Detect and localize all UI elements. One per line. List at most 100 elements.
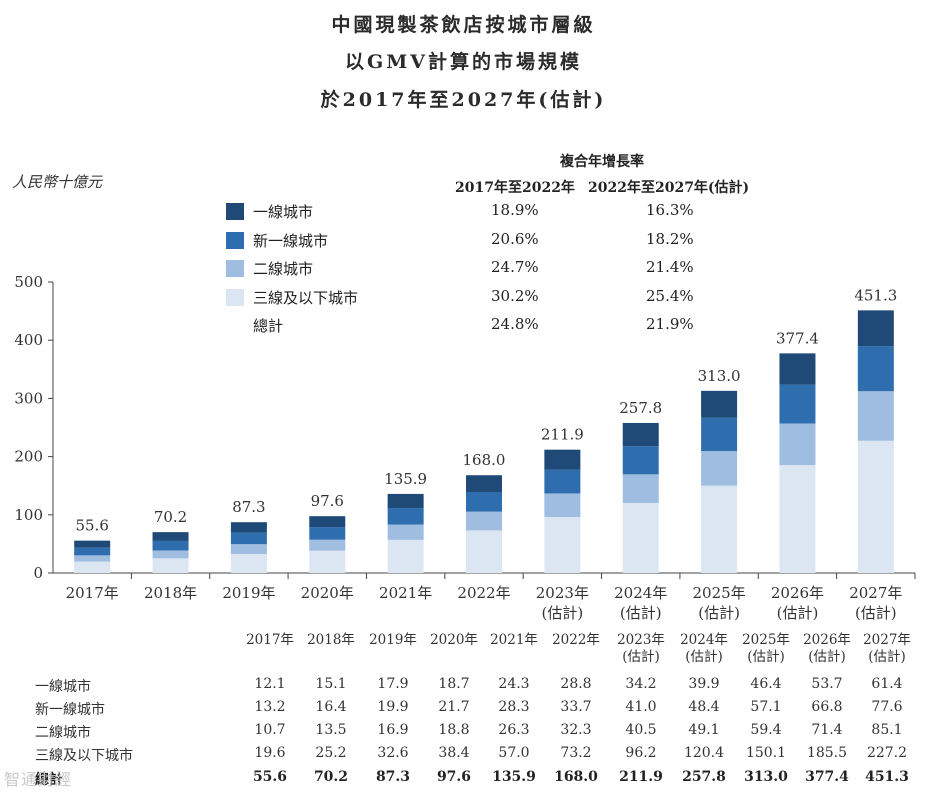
bar-segment bbox=[387, 493, 424, 509]
table-cell: 168.0 bbox=[554, 769, 598, 785]
cagr-header: 複合年增長率 bbox=[560, 154, 644, 170]
bar-segment bbox=[779, 384, 816, 424]
table-cell: 55.6 bbox=[252, 769, 288, 785]
table-cell: 25.2 bbox=[315, 745, 347, 761]
table-cell: 57.1 bbox=[750, 699, 782, 715]
table-cell: 57.0 bbox=[498, 745, 530, 761]
bar-segment bbox=[387, 508, 424, 525]
table-header-year: 2019年 bbox=[369, 632, 417, 648]
x-category-label: 2019年 bbox=[222, 584, 275, 602]
table-cell: 257.8 bbox=[682, 769, 726, 785]
table-header-year: 2024年 bbox=[680, 632, 728, 648]
cagr-value-period-2: 16.3% bbox=[646, 201, 694, 219]
table-cell: 33.7 bbox=[560, 699, 592, 715]
table-header-note: (估計) bbox=[868, 649, 906, 665]
table-cell: 61.4 bbox=[871, 676, 903, 692]
table-cell: 18.8 bbox=[438, 722, 470, 738]
table-header-note: (估計) bbox=[685, 649, 723, 665]
bar-total-label: 135.9 bbox=[384, 470, 427, 488]
table-row-label: 一線城市 bbox=[35, 679, 91, 695]
x-category-label: 2023年 bbox=[536, 584, 589, 602]
table-cell: 26.3 bbox=[498, 722, 530, 738]
bar-segment bbox=[857, 310, 894, 347]
cagr-value-period-2: 21.4% bbox=[646, 258, 694, 277]
table-header-cell: 2020年 bbox=[424, 632, 484, 649]
bar-segment bbox=[701, 485, 738, 573]
bar-total-label: 313.0 bbox=[698, 367, 741, 385]
x-category-note: (估計) bbox=[777, 604, 819, 622]
table-header-cell: 2021年 bbox=[484, 632, 544, 649]
cagr-value-period-1: 20.6% bbox=[491, 229, 539, 248]
bar-segment bbox=[309, 527, 346, 540]
table-cell: 73.2 bbox=[560, 745, 592, 761]
table-cell: 211.9 bbox=[619, 769, 663, 785]
table-cell: 120.4 bbox=[683, 745, 725, 761]
table-cell: 32.3 bbox=[560, 722, 592, 738]
bar-segment bbox=[857, 440, 894, 573]
bar-segment bbox=[230, 554, 267, 573]
table-cell: 227.2 bbox=[866, 745, 908, 761]
table-row-label: 總計 bbox=[35, 772, 63, 788]
bar-segment bbox=[544, 517, 581, 573]
bar-segment bbox=[779, 465, 816, 573]
bar-segment bbox=[152, 540, 189, 551]
x-category-label: 2026年 bbox=[771, 584, 824, 602]
x-category-label: 2022年 bbox=[457, 584, 510, 602]
bar-segment bbox=[74, 561, 111, 573]
table-header-cell: 2023年 (估計) bbox=[611, 632, 671, 666]
x-category-label: 2021年 bbox=[379, 584, 432, 602]
table-cell: 85.1 bbox=[871, 722, 903, 738]
y-tick-label: 500 bbox=[14, 273, 43, 291]
y-tick-label: 100 bbox=[14, 506, 43, 524]
table-cell: 21.7 bbox=[438, 699, 470, 715]
cagr-period-1: 2017年至2022年 bbox=[455, 180, 575, 196]
legend-label: 總計 bbox=[253, 317, 284, 336]
table-cell: 46.4 bbox=[750, 676, 782, 692]
table-cell: 377.4 bbox=[805, 769, 849, 785]
table-cell: 97.6 bbox=[436, 769, 472, 785]
bar-total-label: 70.2 bbox=[154, 508, 187, 526]
table-cell: 451.3 bbox=[865, 769, 909, 785]
stacked-bar-chart: 0 100 200 300 400 500 55.6 2017年 70.2 2018年 87.3 20… bbox=[14, 273, 916, 622]
table-cell: 313.0 bbox=[744, 769, 788, 785]
cagr-value-period-1: 18.9% bbox=[491, 201, 539, 219]
table-cell: 17.9 bbox=[377, 676, 409, 692]
table-header-note: (估計) bbox=[747, 649, 785, 665]
table-header-year: 2021年 bbox=[490, 632, 538, 648]
legend-label: 一線城市 bbox=[253, 203, 314, 221]
cagr-value-period-1: 24.7% bbox=[491, 258, 539, 277]
table-header-cell: 2026年 (估計) bbox=[797, 632, 857, 666]
bar-segment bbox=[230, 522, 267, 533]
bar-segment bbox=[309, 550, 346, 573]
table-header-year: 2018年 bbox=[307, 632, 355, 648]
table-cell: 185.5 bbox=[806, 745, 848, 761]
table-header-cell: 2024年 (估計) bbox=[674, 632, 734, 666]
table-cell: 18.7 bbox=[438, 676, 470, 692]
table-cell: 41.0 bbox=[625, 699, 657, 715]
bar-segment bbox=[387, 524, 424, 540]
table-cell: 49.1 bbox=[688, 722, 720, 738]
table-header-year: 2027年 bbox=[863, 632, 911, 648]
table-row-label: 新一線城市 bbox=[35, 702, 105, 718]
bar-total-label: 377.4 bbox=[776, 329, 819, 347]
x-category-note: (估計) bbox=[620, 604, 662, 622]
table-header-year: 2022年 bbox=[552, 632, 600, 648]
x-category-note: (估計) bbox=[542, 604, 584, 622]
bar-segment bbox=[544, 493, 581, 518]
bar-segment bbox=[544, 449, 581, 470]
bar-segment bbox=[74, 547, 111, 556]
bar-segment bbox=[466, 530, 502, 573]
bar-total-label: 257.8 bbox=[619, 399, 662, 417]
bar-total-label: 211.9 bbox=[541, 426, 584, 444]
y-tick-label: 0 bbox=[33, 564, 43, 582]
table-header-year: 2023年 bbox=[617, 632, 665, 648]
bar-segment bbox=[74, 540, 111, 548]
x-category-label: 2027年 bbox=[849, 584, 902, 602]
bar-segment bbox=[230, 544, 267, 555]
legend-swatch bbox=[226, 288, 244, 306]
bar-segment bbox=[701, 417, 738, 452]
bar-segment bbox=[544, 469, 581, 494]
bar-segment bbox=[622, 422, 659, 447]
cagr-value-period-1: 30.2% bbox=[491, 286, 539, 305]
legend-label: 新一線城市 bbox=[253, 231, 329, 250]
